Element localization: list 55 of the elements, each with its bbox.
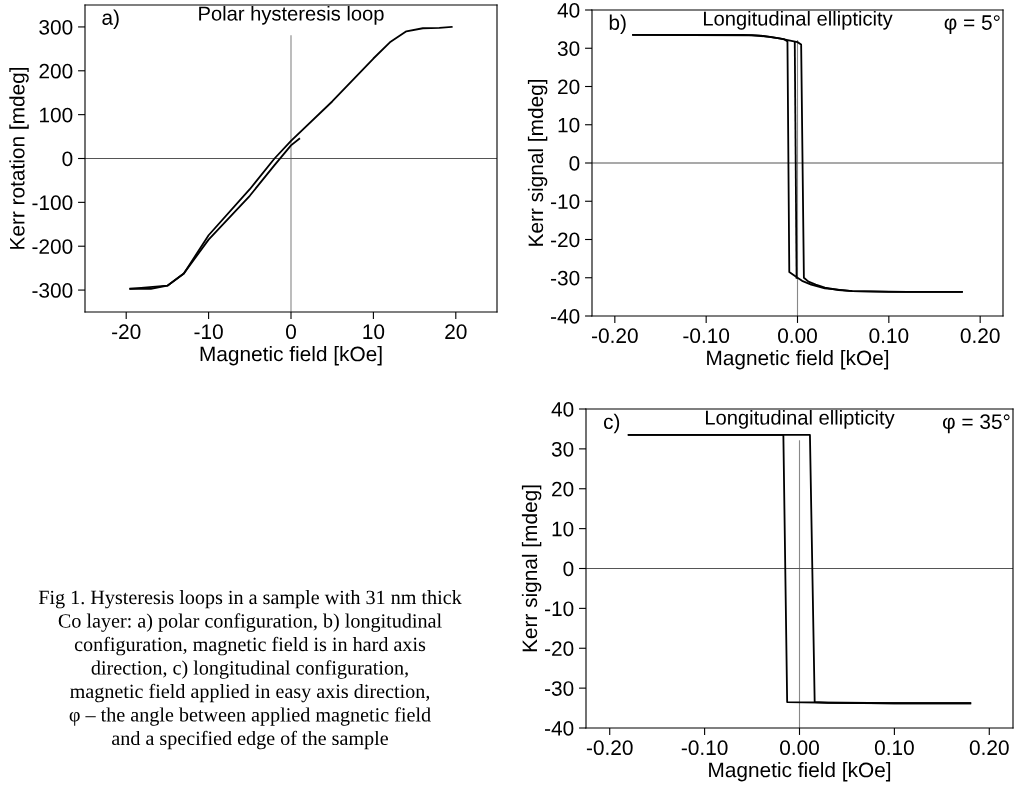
x-axis-title: Magnetic field [kOe] — [200, 346, 382, 366]
y-tick-label: 0 — [62, 151, 73, 167]
y-tick-label: 200 — [39, 63, 73, 79]
y-tick-label: 0 — [563, 561, 574, 577]
y-axis-title: Kerr signal [mdeg] — [521, 485, 542, 652]
x-tick-label: 0.20 — [969, 740, 1009, 756]
caption: Fig 1. Hysteresis loops in a sample with 31 nm thick Co layer: a) polar configuration, b) longitudinal configuration, magnetic field is in hard axis direction, c) longitudinal configuration, magnetic field applied in easy axis direction, φ – the angle between applied magnetic field and a specified edge of the sample — [38, 590, 462, 750]
annotation: φ = 5° — [944, 15, 1000, 35]
y-tick-label: -40 — [545, 721, 574, 736]
y-tick-label: -20 — [551, 232, 580, 248]
x-tick-label: 0 — [286, 324, 296, 340]
y-axis-title: Kerr signal [mdeg] — [527, 79, 548, 246]
annotation: φ = 35° — [942, 414, 1010, 434]
y-tick-label: -20 — [545, 641, 574, 656]
y-tick-label: -30 — [545, 681, 574, 696]
y-tick-label: 20 — [552, 481, 574, 497]
x-tick-label: 20 — [445, 324, 467, 340]
chart-title: Longitudinal ellipticity — [704, 10, 893, 30]
chart-title: Longitudinal ellipticity — [706, 409, 895, 429]
y-tick-label: 10 — [558, 117, 580, 133]
annotation: c) — [603, 413, 620, 434]
annotation: b) — [609, 14, 626, 34]
chart-title: Polar hysteresis loop — [199, 5, 384, 25]
annotation: a) — [102, 9, 119, 30]
x-tick-label: 0.20 — [960, 328, 1000, 344]
y-tick-label: 0 — [569, 156, 580, 171]
y-tick-label: 30 — [551, 441, 574, 457]
y-tick-label: -200 — [32, 239, 73, 254]
y-tick-label: 100 — [40, 107, 73, 123]
y-axis-title: Kerr rotation [mdeg] — [9, 67, 29, 249]
y-tick-label: 20 — [558, 79, 580, 95]
x-axis-title: Magnetic field [kOe] — [709, 762, 891, 782]
y-tick-label: 40 — [551, 402, 574, 417]
x-axis-title: Magnetic field [kOe] — [707, 350, 889, 370]
x-tick-label: -0.20 — [586, 740, 633, 756]
x-tick-label: 10 — [363, 324, 385, 340]
x-tick-label: -0.20 — [592, 328, 638, 344]
x-tick-label: 0.10 — [869, 328, 909, 344]
y-tick-label: -40 — [551, 309, 580, 324]
y-tick-label: -300 — [32, 283, 73, 298]
y-tick-label: 10 — [552, 521, 574, 537]
x-tick-label: -0.10 — [681, 740, 728, 756]
y-tick-label: 300 — [39, 19, 73, 35]
y-tick-label: 30 — [557, 41, 580, 56]
x-tick-label: 0.00 — [780, 740, 819, 756]
x-tick-label: 0.00 — [778, 328, 817, 344]
x-tick-label: -20 — [112, 324, 141, 340]
y-tick-label: -10 — [551, 194, 580, 209]
x-tick-label: -0.10 — [683, 328, 730, 344]
y-tick-label: -30 — [551, 270, 580, 286]
x-tick-label: -10 — [194, 324, 223, 340]
y-tick-label: -100 — [32, 195, 73, 211]
y-tick-label: -10 — [545, 601, 574, 617]
x-tick-label: 0.10 — [874, 740, 914, 756]
y-tick-label: 40 — [557, 3, 580, 18]
